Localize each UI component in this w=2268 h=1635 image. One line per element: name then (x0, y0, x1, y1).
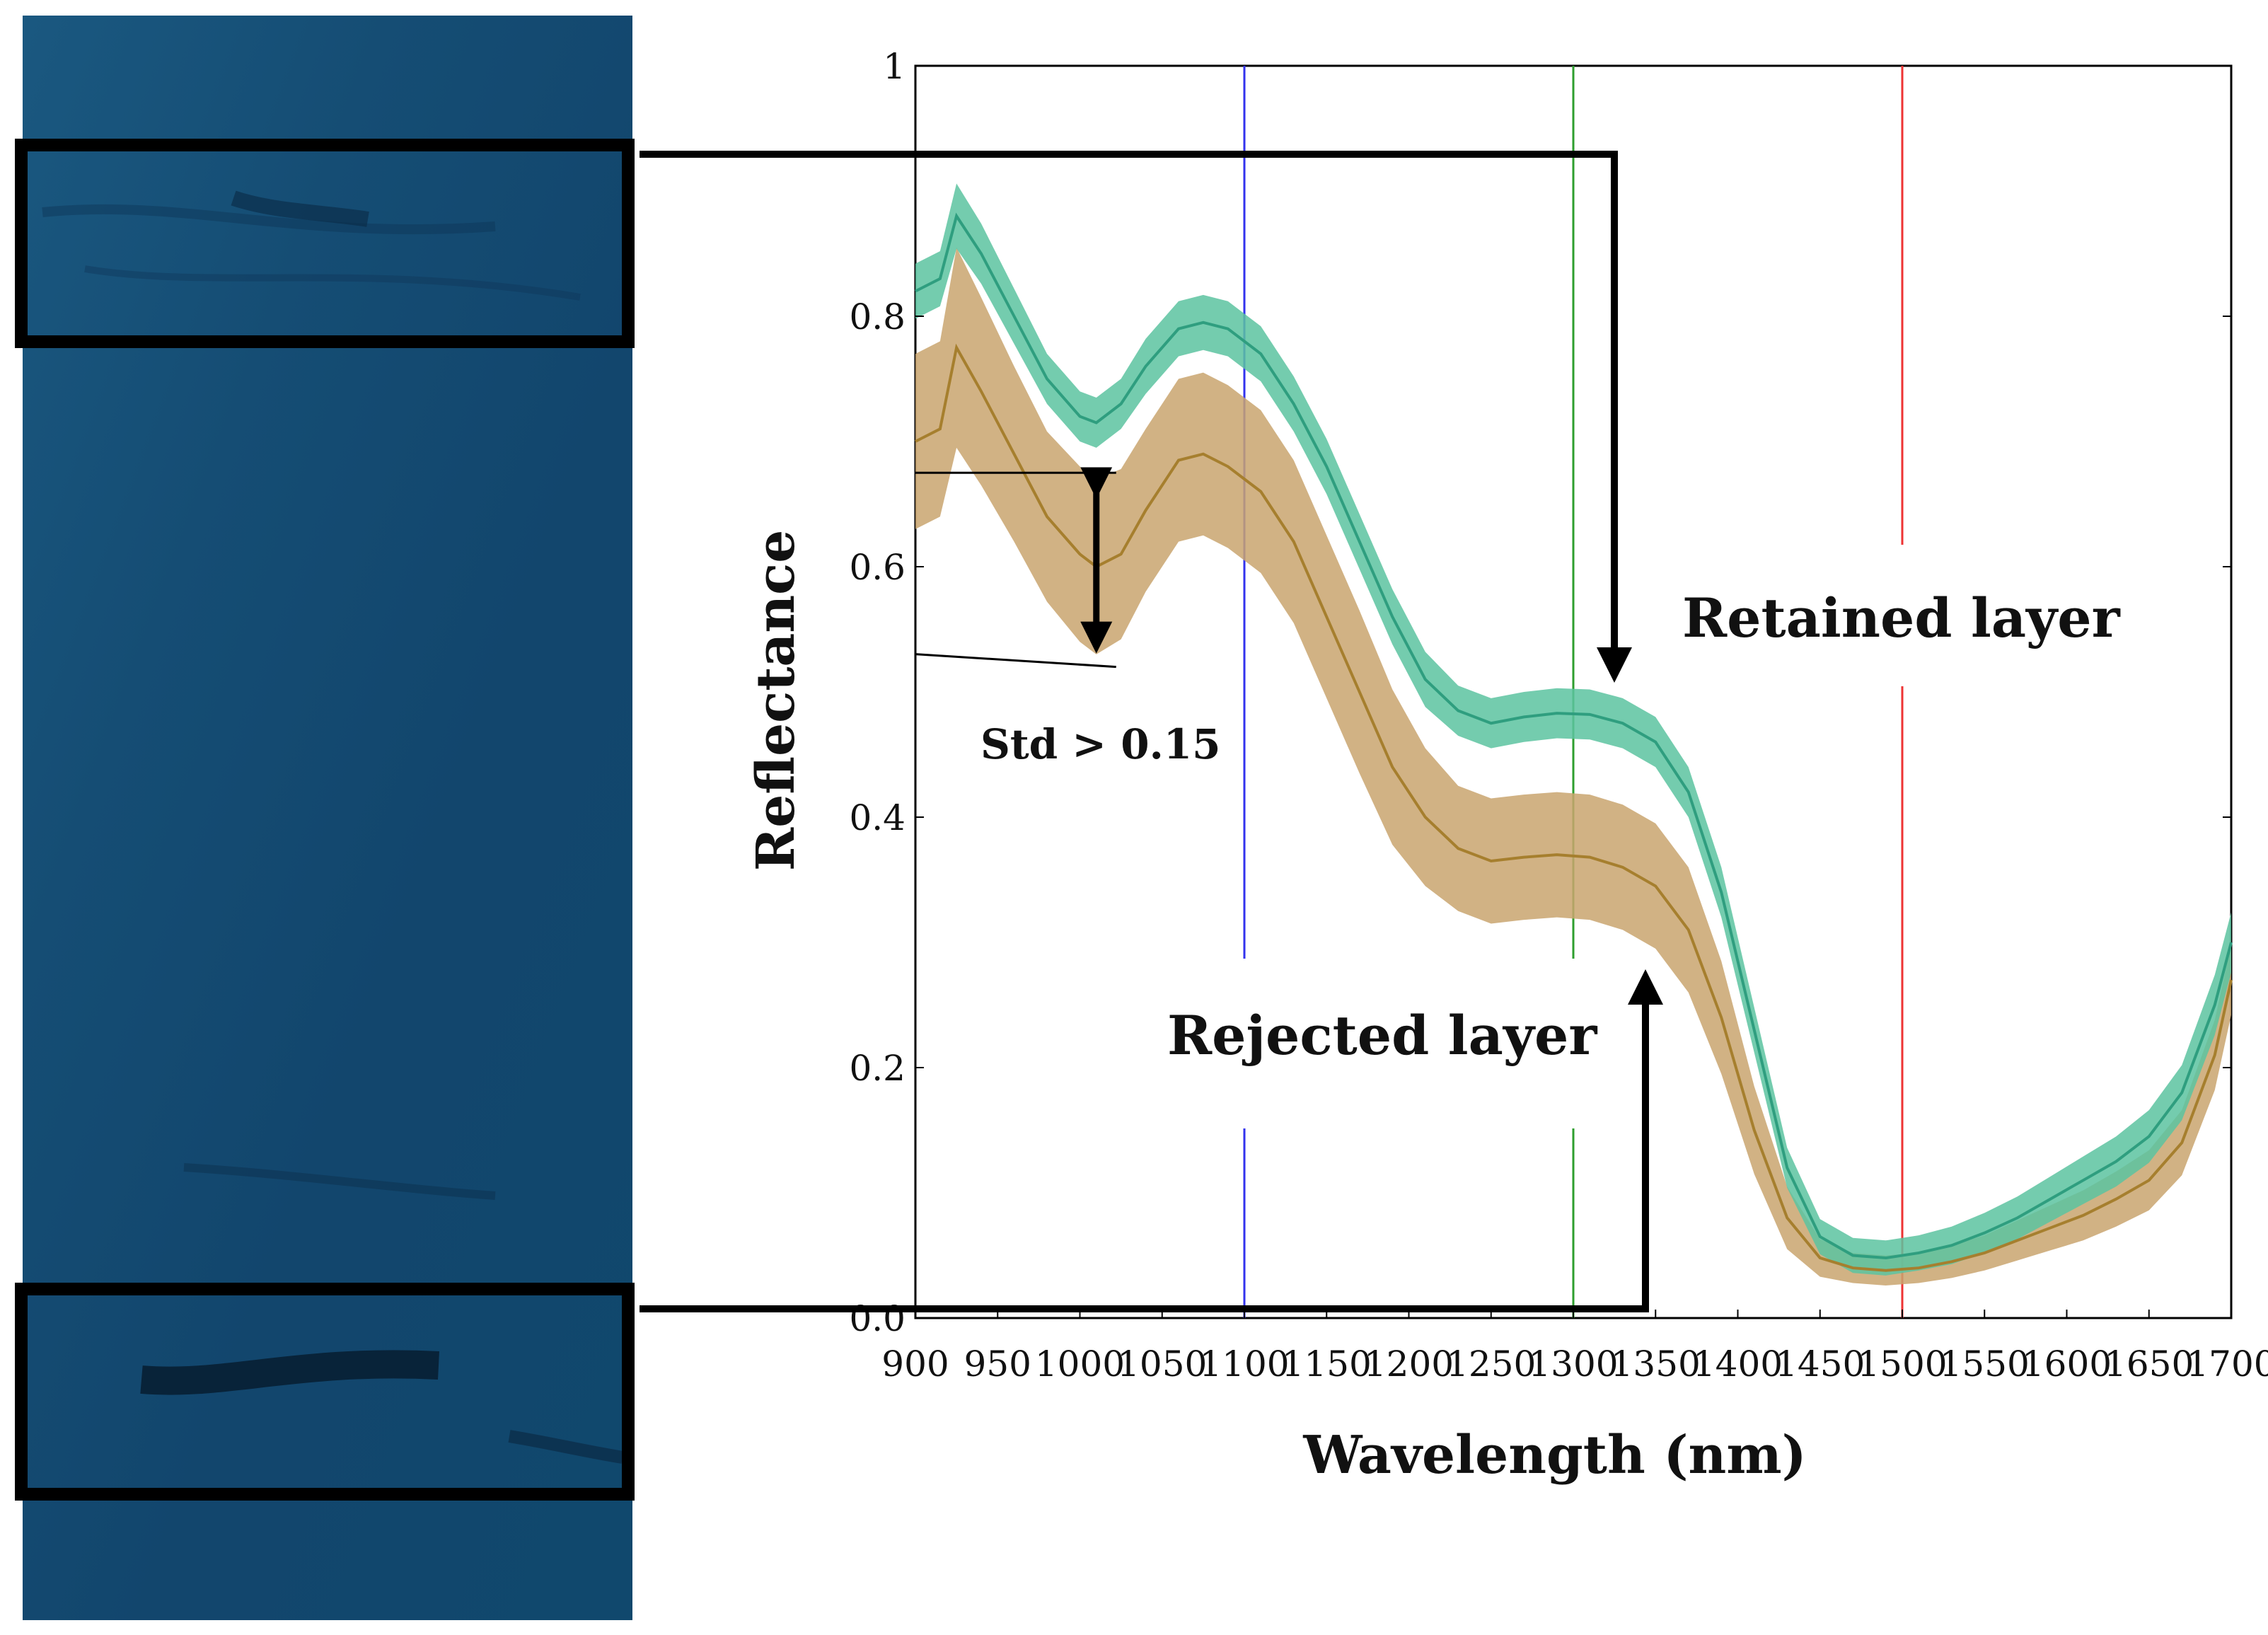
rejected-region-box (15, 1283, 635, 1501)
x-tick-label: 1450 (1775, 1344, 1865, 1385)
x-tick-label: 1350 (1611, 1344, 1701, 1385)
x-tick-label: 900 (881, 1344, 949, 1385)
hyperspectral-image (15, 16, 635, 1620)
rejected-connector (640, 969, 1663, 1312)
y-tick-label: 1 (883, 46, 906, 87)
std-label: Std > 0.15 (980, 720, 1220, 768)
x-tick-label: 1650 (2104, 1344, 2194, 1385)
x-tick-label: 1250 (1446, 1344, 1536, 1385)
retained-label-bg (1670, 545, 2087, 686)
strip-texture (140, 1350, 439, 1395)
retained-region-box (15, 139, 635, 348)
x-tick-label: 1100 (1199, 1344, 1289, 1385)
std-annotation: Std > 0.15 (915, 467, 1220, 768)
y-tick-label: 0.4 (849, 797, 906, 838)
x-tick-label: 1150 (1282, 1344, 1372, 1385)
x-tick-label: 1400 (1693, 1344, 1783, 1385)
x-tick-label: 1300 (1528, 1344, 1618, 1385)
x-tick-label: 1500 (1857, 1344, 1947, 1385)
y-tick-label: 0.2 (849, 1048, 906, 1089)
rejected-label-bg (1160, 959, 1585, 1128)
rejected-layer-label: Rejected layer (1167, 1004, 1597, 1067)
strip-texture (42, 204, 496, 235)
x-tick-label: 1700 (2186, 1344, 2268, 1385)
std-lower-line (915, 653, 1116, 669)
y-axis-ticks: 0.0 0.2 0.4 0.6 0.8 1 (849, 46, 2231, 1339)
x-tick-label: 1550 (1940, 1344, 2030, 1385)
retained-layer-label: Retained layer (1682, 587, 2121, 649)
strip-texture (183, 1163, 496, 1200)
strip-texture (508, 1430, 624, 1464)
x-tick-label: 1050 (1117, 1344, 1207, 1385)
retained-connector-line (640, 151, 1632, 683)
x-axis-ticks: 900 950 1000105011001150120012501300135014… (881, 1310, 2268, 1385)
retained-layer-mean-line (915, 212, 2233, 1260)
y-tick-label: 0.8 (849, 296, 906, 337)
x-axis-title: Wavelength (nm) (1302, 1425, 1806, 1486)
rejected-connector-line (640, 969, 1663, 1312)
y-tick-label: 0.0 (849, 1298, 906, 1339)
rejected-layer-std-band (915, 247, 2231, 1286)
y-axis-title: Reflectance (746, 530, 806, 872)
x-tick-label: 1200 (1364, 1344, 1454, 1385)
y-tick-label: 0.6 (849, 547, 906, 588)
x-tick-label: 1600 (2022, 1344, 2112, 1385)
strip-texture (231, 190, 369, 227)
std-bands (915, 183, 2231, 1286)
x-tick-label: 950 (964, 1344, 1031, 1385)
plot-area: 900 950 1000105011001150120012501300135014… (849, 46, 2268, 1385)
strip-texture (84, 265, 581, 301)
x-tick-label: 1000 (1035, 1344, 1125, 1385)
retained-connector (640, 151, 1632, 683)
retained-layer-std-band (915, 183, 2231, 1276)
